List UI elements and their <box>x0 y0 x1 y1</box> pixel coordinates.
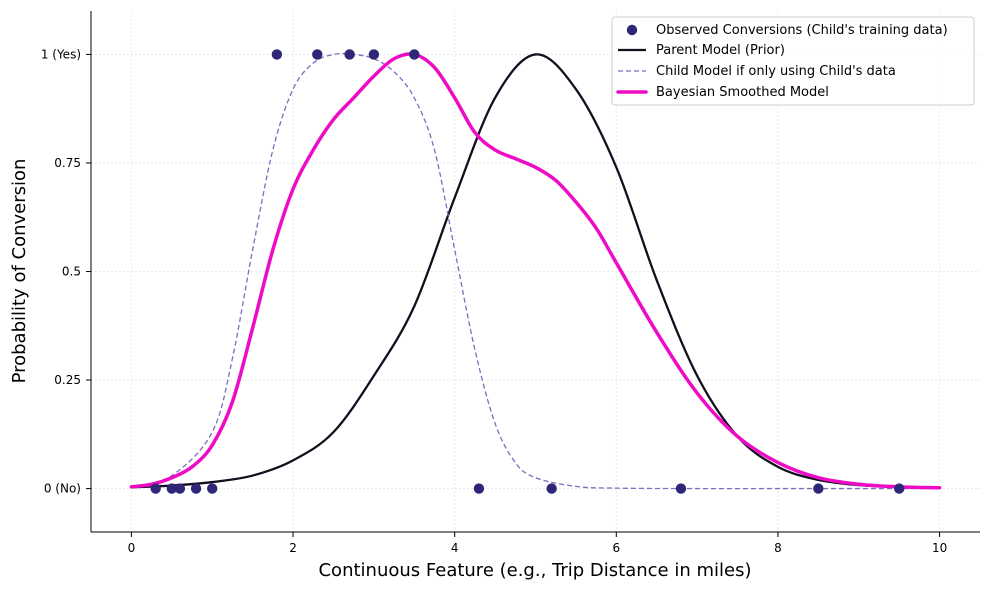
series-layer <box>129 52 942 490</box>
legend-label-observed: Observed Conversions (Child's training d… <box>656 23 948 38</box>
legend-label-2: Child Model if only using Child's data <box>656 64 896 79</box>
scatter-point <box>166 483 178 494</box>
x-tick-label: 4 <box>451 541 459 555</box>
scatter-point <box>473 483 485 494</box>
scatter-point <box>190 483 202 494</box>
axes-layer: 0 2 4 6 8 10 0 (No) 0.25 0.5 0.75 1 (Yes) <box>41 11 980 555</box>
series-line-1 <box>131 53 940 489</box>
x-tick-label: 6 <box>612 541 620 555</box>
y-axis-title: Probability of Conversion <box>9 159 30 384</box>
y-tick-label: 0.5 <box>62 265 81 279</box>
scatter-layer <box>150 49 905 494</box>
scatter-point <box>813 483 824 494</box>
scatter-point <box>368 49 380 60</box>
series-line-3 <box>129 52 942 490</box>
x-tick-label: 8 <box>774 541 782 555</box>
legend: Observed Conversions (Child's training d… <box>611 16 975 106</box>
y-tick-label: 0.75 <box>54 156 81 170</box>
scatter-point <box>174 483 186 494</box>
y-tick-label: 0 (No) <box>44 482 81 496</box>
legend-label-3: Bayesian Smoothed Model <box>656 85 829 100</box>
scatter-point <box>312 49 323 60</box>
scatter-point <box>344 49 355 60</box>
x-axis-title: Continuous Feature (e.g., Trip Distance … <box>318 560 751 581</box>
scatter-point <box>675 483 687 494</box>
y-tick-label: 1 (Yes) <box>41 47 81 61</box>
legend-marker-observed <box>626 24 638 36</box>
legend-label-1: Parent Model (Prior) <box>656 43 785 58</box>
scatter-point <box>271 49 283 60</box>
x-tick-label: 0 <box>128 541 136 555</box>
x-tick-label: 10 <box>932 541 947 555</box>
x-tick-label: 2 <box>289 541 297 555</box>
scatter-point <box>546 483 557 494</box>
scatter-point <box>409 49 420 60</box>
scatter-point <box>150 483 161 494</box>
scatter-point <box>207 483 218 494</box>
y-tick-label: 0.25 <box>54 373 81 387</box>
legend-box <box>611 16 975 106</box>
scatter-point <box>893 483 905 494</box>
series-line-2 <box>131 52 940 490</box>
